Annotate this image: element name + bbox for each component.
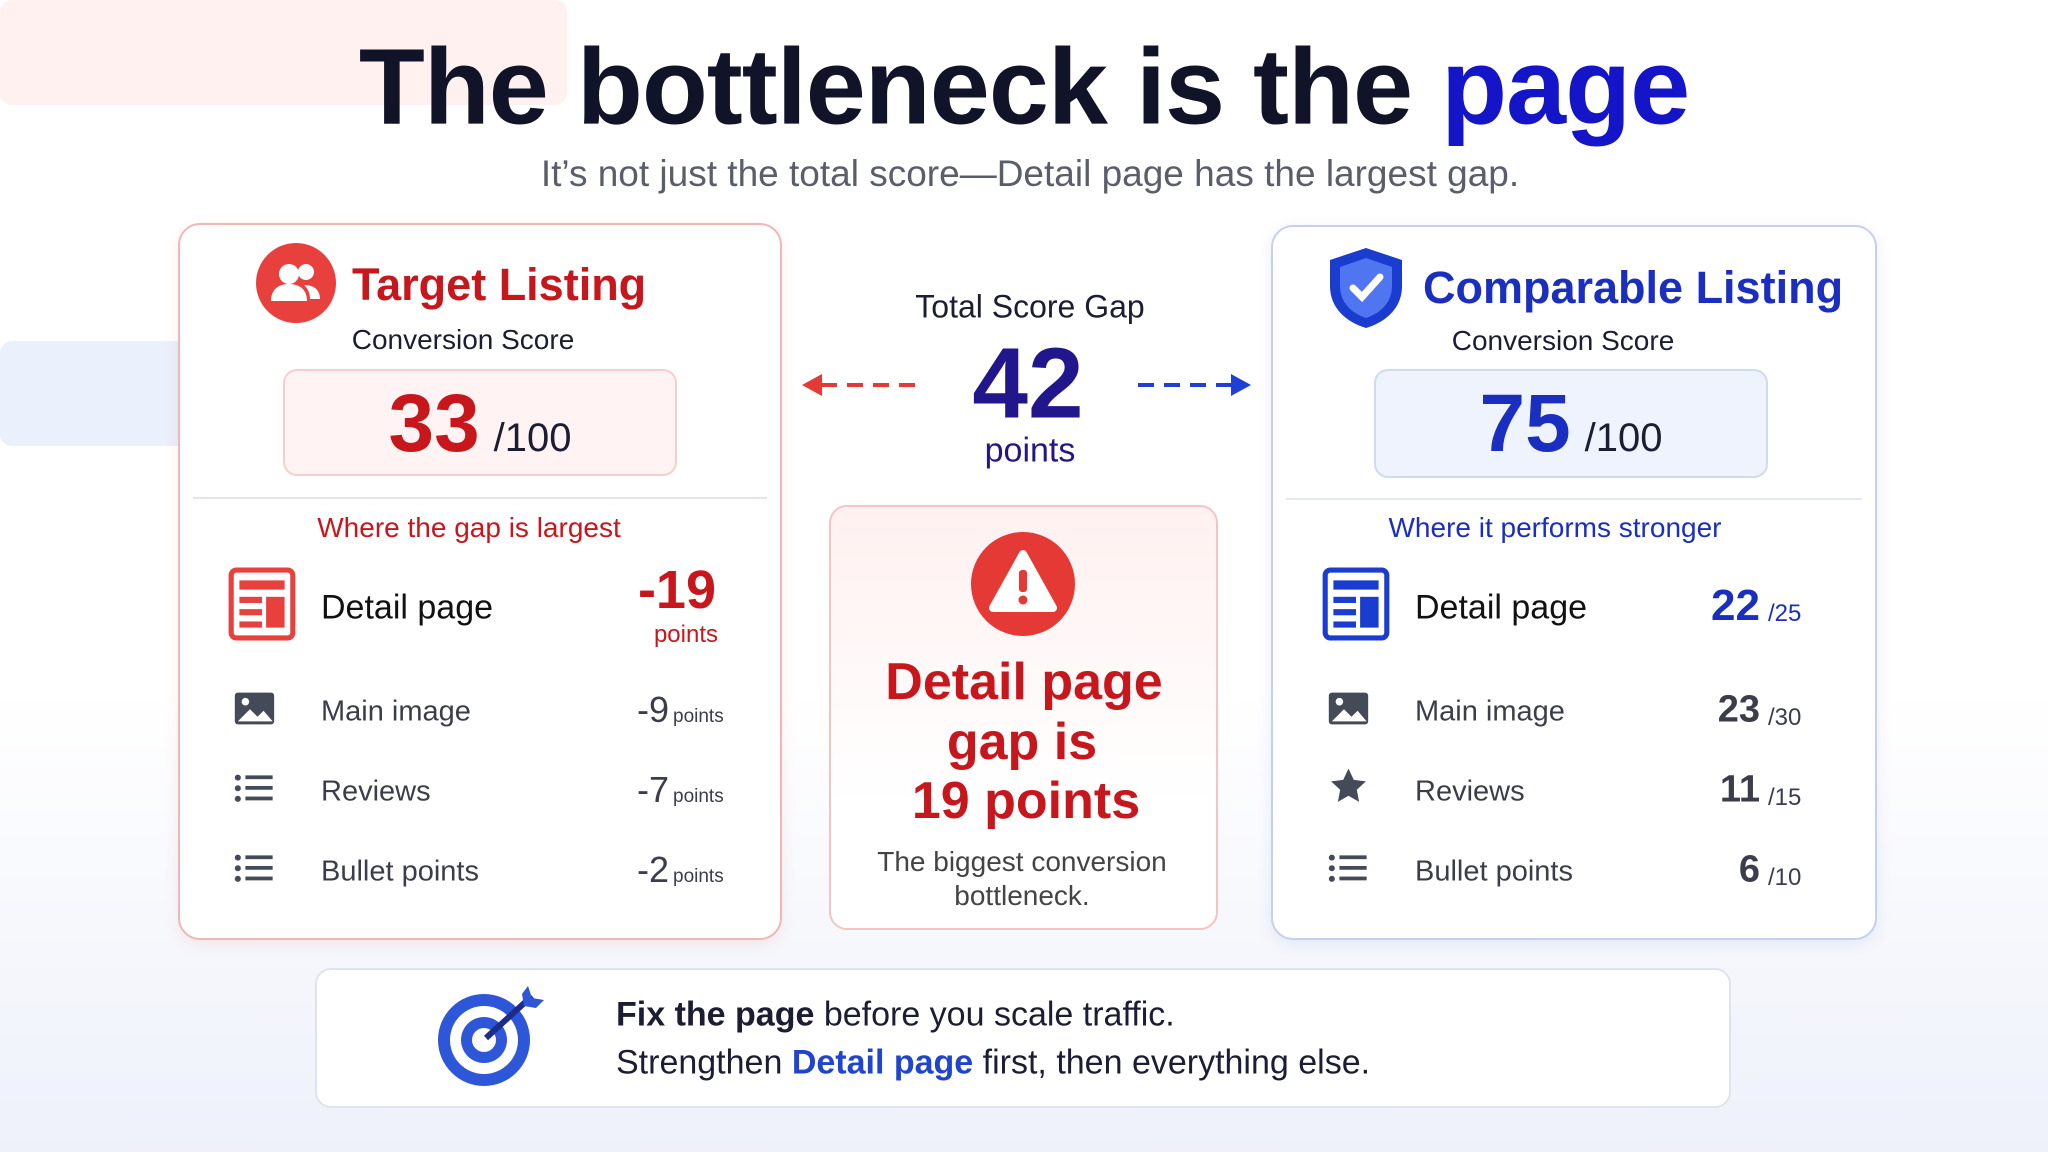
warning-icon bbox=[971, 532, 1075, 636]
divider bbox=[1286, 498, 1862, 500]
target-score: 33/100 bbox=[388, 377, 571, 471]
row-value: 6 bbox=[1738, 848, 1760, 890]
left-arrow bbox=[802, 374, 915, 396]
target-icon bbox=[256, 243, 336, 323]
target-title: Target Listing bbox=[352, 259, 647, 310]
row-unit: points bbox=[673, 706, 724, 727]
row-max: /30 bbox=[1768, 704, 1802, 731]
row-unit: points bbox=[673, 785, 724, 807]
target-score-max: /100 bbox=[493, 416, 572, 460]
footer-box bbox=[315, 968, 1731, 1108]
comparable-score-value: 75 bbox=[1479, 378, 1571, 469]
gap-unit: points bbox=[984, 431, 1076, 470]
footer-line2: Strengthen Detail page first, then every… bbox=[616, 1044, 1370, 1083]
row-value: -19 bbox=[637, 559, 716, 620]
row-unit: points bbox=[673, 865, 724, 887]
footer-line1: Fix the page before you scale traffic. bbox=[616, 996, 1175, 1035]
row-value: 22 bbox=[1711, 580, 1760, 630]
callout-box bbox=[829, 505, 1218, 930]
target-score-value: 33 bbox=[388, 378, 480, 469]
row-max: /15 bbox=[1768, 783, 1802, 811]
row-max: /10 bbox=[1768, 863, 1802, 891]
row-value: -9 bbox=[636, 689, 669, 730]
comparable-score-max: /100 bbox=[1584, 416, 1663, 460]
subtitle: It’s not just the total score—Detail pag… bbox=[540, 153, 1520, 194]
title: The bottleneck is the page bbox=[358, 24, 1690, 149]
footer-text: first, then everything else. bbox=[982, 1043, 1371, 1082]
title-highlight: page bbox=[1441, 25, 1690, 147]
list-icon bbox=[234, 774, 273, 802]
comparable-section-label: Where it performs stronger bbox=[1388, 512, 1722, 543]
row-label: Bullet points bbox=[321, 855, 479, 887]
row-label: Detail page bbox=[1415, 588, 1588, 626]
row-value: -7 bbox=[636, 768, 669, 810]
comparable-title: Comparable Listing bbox=[1423, 262, 1844, 313]
row-value: 11 bbox=[1719, 768, 1760, 810]
target-goal-icon bbox=[438, 986, 544, 1086]
row-label: Bullet points bbox=[1415, 855, 1573, 887]
row-value: -2 bbox=[636, 848, 669, 890]
img-icon bbox=[1328, 692, 1369, 724]
row-unit: points bbox=[653, 620, 718, 648]
target-subtitle: Conversion Score bbox=[351, 324, 575, 355]
callout-title: 19 points bbox=[911, 772, 1141, 830]
row-max: /25 bbox=[1768, 599, 1802, 627]
list-icon bbox=[234, 854, 273, 882]
row-label: Main image bbox=[1415, 695, 1565, 728]
row-label: Main image bbox=[321, 695, 471, 728]
gap-value: 42 bbox=[972, 327, 1084, 440]
row bbox=[0, 0, 567, 105]
row-label: Reviews bbox=[321, 775, 431, 807]
footer-text: Strengthen bbox=[616, 1043, 783, 1082]
doc-icon bbox=[1322, 567, 1390, 641]
comparable-subtitle: Conversion Score bbox=[1451, 325, 1675, 356]
img-icon bbox=[234, 692, 275, 724]
callout-title: gap is bbox=[946, 713, 1098, 771]
footer-highlight: Detail page bbox=[791, 1043, 974, 1082]
divider bbox=[193, 497, 767, 499]
list-icon bbox=[1328, 854, 1367, 882]
target-score-box bbox=[283, 369, 677, 476]
callout-title: Detail page bbox=[885, 653, 1163, 711]
row-label: Reviews bbox=[1415, 775, 1525, 807]
star-icon bbox=[1331, 768, 1366, 802]
comparable-score-box bbox=[1374, 369, 1768, 478]
comparable-icon bbox=[1330, 248, 1402, 328]
comparable-score: 75/100 bbox=[1479, 377, 1662, 471]
callout-text: The biggest conversion bottleneck. bbox=[877, 846, 1167, 911]
row-value: 23 bbox=[1717, 688, 1760, 731]
footer-bold: Fix the page bbox=[616, 995, 815, 1034]
gap-label: Total Score Gap bbox=[915, 288, 1145, 325]
right-arrow bbox=[1138, 374, 1251, 396]
title-text: The bottleneck is the bbox=[358, 25, 1413, 147]
footer-text: before you scale traffic. bbox=[823, 995, 1175, 1034]
row-label: Detail page bbox=[321, 588, 494, 626]
doc-icon bbox=[228, 567, 296, 641]
target-section-label: Where the gap is largest bbox=[317, 512, 621, 543]
